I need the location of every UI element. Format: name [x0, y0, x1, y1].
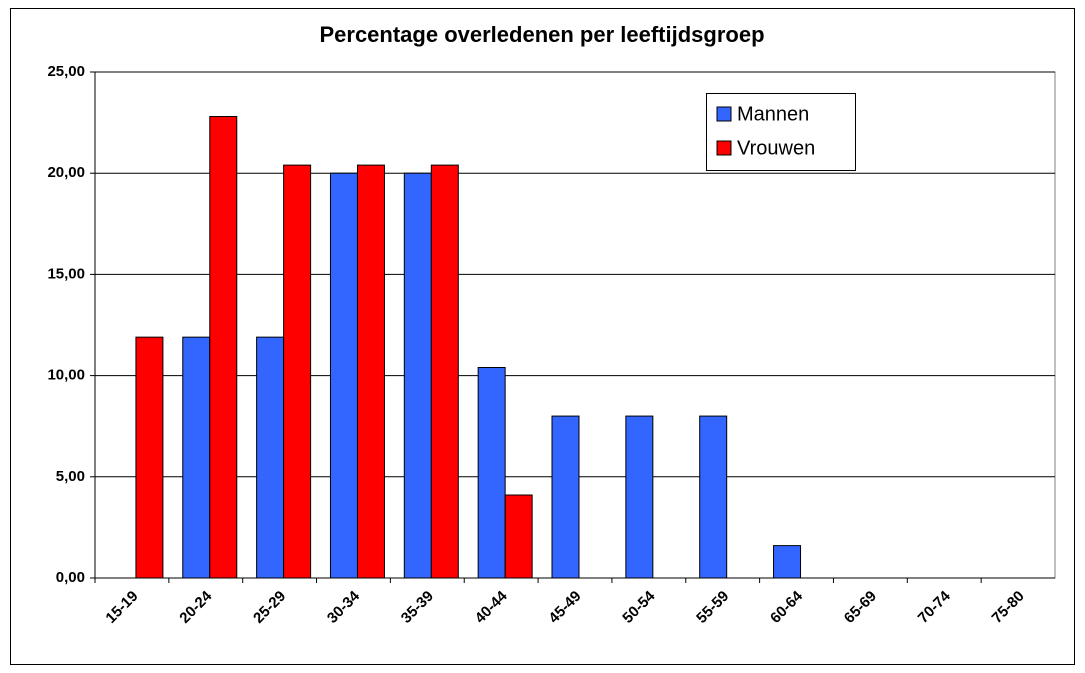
y-tick-label: 5,00	[56, 468, 85, 485]
legend-label: Vrouwen	[737, 137, 815, 159]
legend-box	[706, 93, 856, 171]
bar	[256, 336, 285, 579]
bar	[135, 336, 164, 579]
bar	[182, 336, 211, 579]
legend-swatch	[716, 106, 732, 122]
bar	[329, 172, 358, 579]
bar	[773, 545, 802, 579]
y-tick-label: 25,00	[47, 63, 85, 80]
bar	[209, 116, 238, 579]
bar	[504, 494, 533, 579]
bar	[477, 367, 506, 579]
bar	[625, 415, 654, 579]
y-tick-label: 20,00	[47, 164, 85, 181]
bar	[699, 415, 728, 579]
legend-swatch	[716, 140, 732, 156]
bar	[430, 164, 459, 579]
y-tick-label: 0,00	[56, 569, 85, 586]
bar	[403, 172, 432, 579]
bar	[283, 164, 312, 579]
bar	[551, 415, 580, 579]
bar	[356, 164, 385, 579]
legend-label: Mannen	[737, 103, 809, 125]
y-tick-label: 15,00	[47, 265, 85, 282]
chart-title: Percentage overledenen per leeftijdsgroe…	[319, 22, 764, 47]
y-tick-label: 10,00	[47, 367, 85, 384]
